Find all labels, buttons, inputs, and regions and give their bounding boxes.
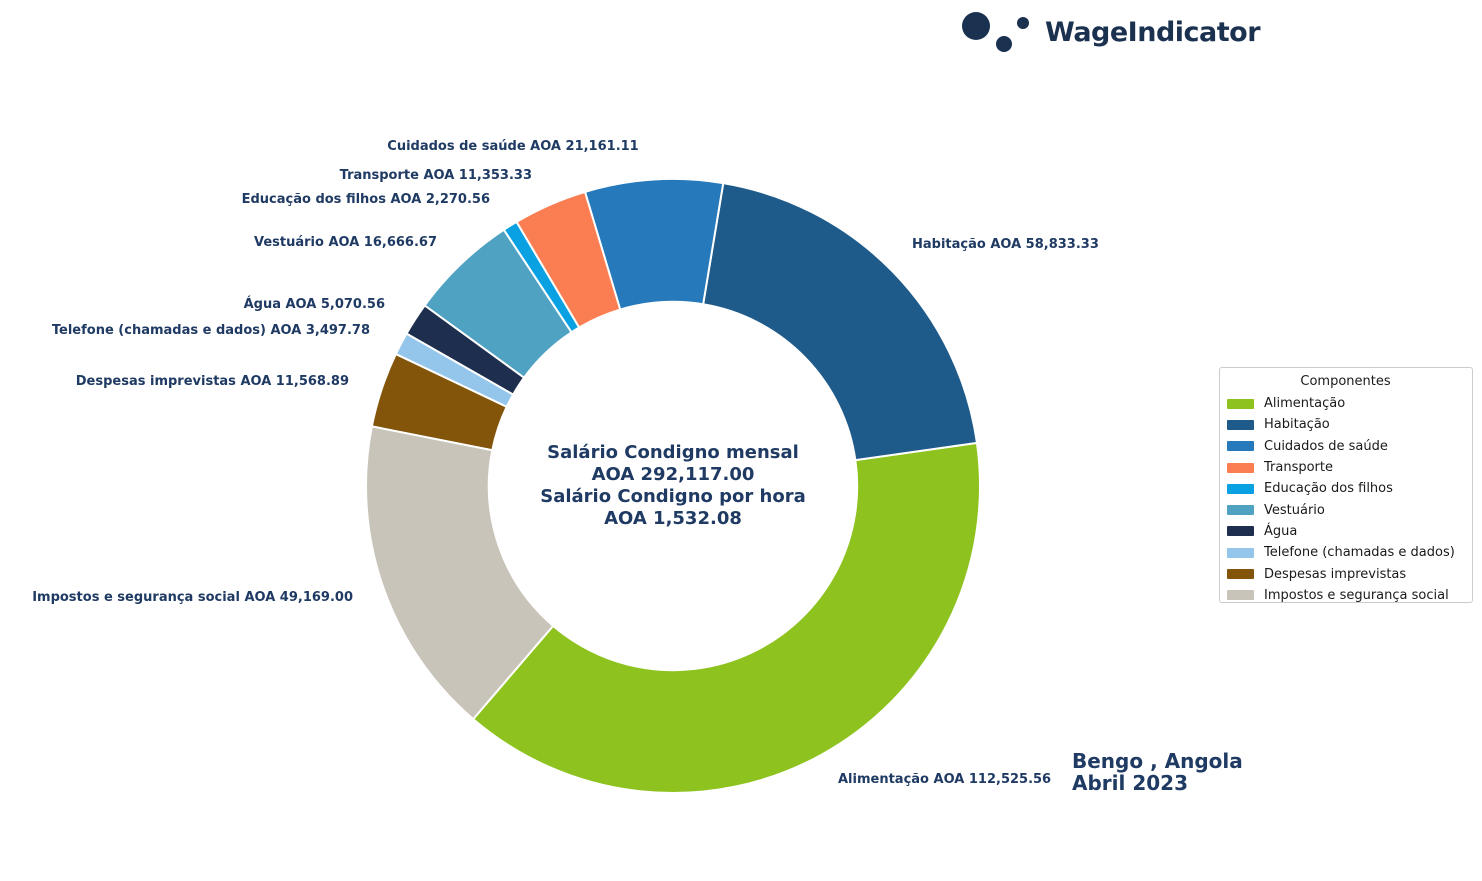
legend-box: Componentes Alimentação Habitação Cuidados… bbox=[1219, 367, 1473, 603]
callout-educacao-dos-filhos: Educação dos filhos AOA 2,270.56 bbox=[241, 192, 490, 207]
center-hourly-amount: AOA 1,532.08 bbox=[604, 508, 742, 529]
callout-cuidados-de-saude: Cuidados de saúde AOA 21,161.11 bbox=[387, 139, 639, 154]
legend-item-alimentacao: Alimentação bbox=[1227, 393, 1464, 414]
center-monthly-amount: AOA 292,117.00 bbox=[591, 464, 755, 485]
legend-label: Impostos e segurança social bbox=[1264, 587, 1449, 603]
legend-swatch-icon bbox=[1227, 419, 1254, 430]
callout-despesas-imprevistas: Despesas imprevistas AOA 11,568.89 bbox=[75, 374, 349, 389]
legend-label: Despesas imprevistas bbox=[1264, 566, 1407, 582]
legend-label: Alimentação bbox=[1264, 396, 1346, 412]
legend-label: Telefone (chamadas e dados) bbox=[1264, 545, 1455, 561]
donut-center-label: Salário Condigno mensal AOA 292,117.00 S… bbox=[540, 442, 805, 530]
legend-item-habitacao: Habitação bbox=[1227, 414, 1464, 435]
legend-label: Cuidados de saúde bbox=[1264, 438, 1388, 454]
legend-item-telefone-chamadas-e-dados: Telefone (chamadas e dados) bbox=[1227, 542, 1464, 563]
wageindicator-logo-text: WageIndicator bbox=[1045, 16, 1261, 48]
center-monthly-title: Salário Condigno mensal bbox=[547, 442, 799, 463]
legend-item-educacao-dos-filhos: Educação dos filhos bbox=[1227, 478, 1464, 499]
legend-item-vestuario: Vestuário bbox=[1227, 499, 1464, 520]
legend-label: Transporte bbox=[1264, 460, 1333, 476]
legend-item-transporte: Transporte bbox=[1227, 457, 1464, 478]
legend-swatch-icon bbox=[1227, 398, 1254, 409]
legend-swatch-icon bbox=[1227, 590, 1254, 601]
legend-swatch-icon bbox=[1227, 505, 1254, 516]
callout-habitacao: Habitação AOA 58,833.33 bbox=[912, 237, 1099, 252]
legend-item-agua: Água bbox=[1227, 521, 1464, 542]
slice-alimentacao bbox=[471, 441, 982, 795]
callout-agua: Água AOA 5,070.56 bbox=[243, 297, 385, 312]
legend-label: Educação dos filhos bbox=[1264, 481, 1393, 497]
period-text: Abril 2023 bbox=[1072, 771, 1188, 795]
legend-swatch-icon bbox=[1227, 441, 1254, 452]
legend-items: Alimentação Habitação Cuidados de saúde Tra… bbox=[1227, 393, 1464, 606]
legend-swatch-icon bbox=[1227, 547, 1254, 558]
legend-swatch-icon bbox=[1227, 526, 1254, 537]
location-period-label: Bengo , Angola Abril 2023 bbox=[1072, 750, 1243, 794]
slice-habitacao bbox=[701, 181, 979, 462]
callout-alimentacao: Alimentação AOA 112,525.56 bbox=[838, 772, 1052, 787]
wageindicator-logo: WageIndicator bbox=[958, 6, 1261, 58]
legend-item-impostos-e-seguranca-social: Impostos e segurança social bbox=[1227, 585, 1464, 606]
location-text: Bengo , Angola bbox=[1072, 749, 1243, 773]
legend-swatch-icon bbox=[1227, 569, 1254, 580]
callout-transporte: Transporte AOA 11,353.33 bbox=[339, 168, 532, 183]
legend-title: Componentes bbox=[1300, 374, 1391, 389]
callout-impostos-e-seguranca-social: Impostos e segurança social AOA 49,169.0… bbox=[32, 590, 353, 605]
slice-impostos-e-seguranca-social bbox=[365, 425, 555, 721]
legend-label: Água bbox=[1264, 523, 1298, 539]
legend-label: Habitação bbox=[1264, 417, 1330, 433]
callout-telefone-chamadas-e-dados: Telefone (chamadas e dados) AOA 3,497.78 bbox=[51, 323, 370, 338]
wageindicator-dots-icon bbox=[962, 12, 1029, 52]
legend-item-cuidados-de-saude: Cuidados de saúde bbox=[1227, 436, 1464, 457]
legend-swatch-icon bbox=[1227, 483, 1254, 494]
callout-vestuario: Vestuário AOA 16,666.67 bbox=[253, 235, 437, 250]
legend-label: Vestuário bbox=[1264, 502, 1325, 518]
legend-swatch-icon bbox=[1227, 462, 1254, 473]
center-hourly-title: Salário Condigno por hora bbox=[540, 486, 806, 507]
legend-item-despesas-imprevistas: Despesas imprevistas bbox=[1227, 563, 1464, 584]
